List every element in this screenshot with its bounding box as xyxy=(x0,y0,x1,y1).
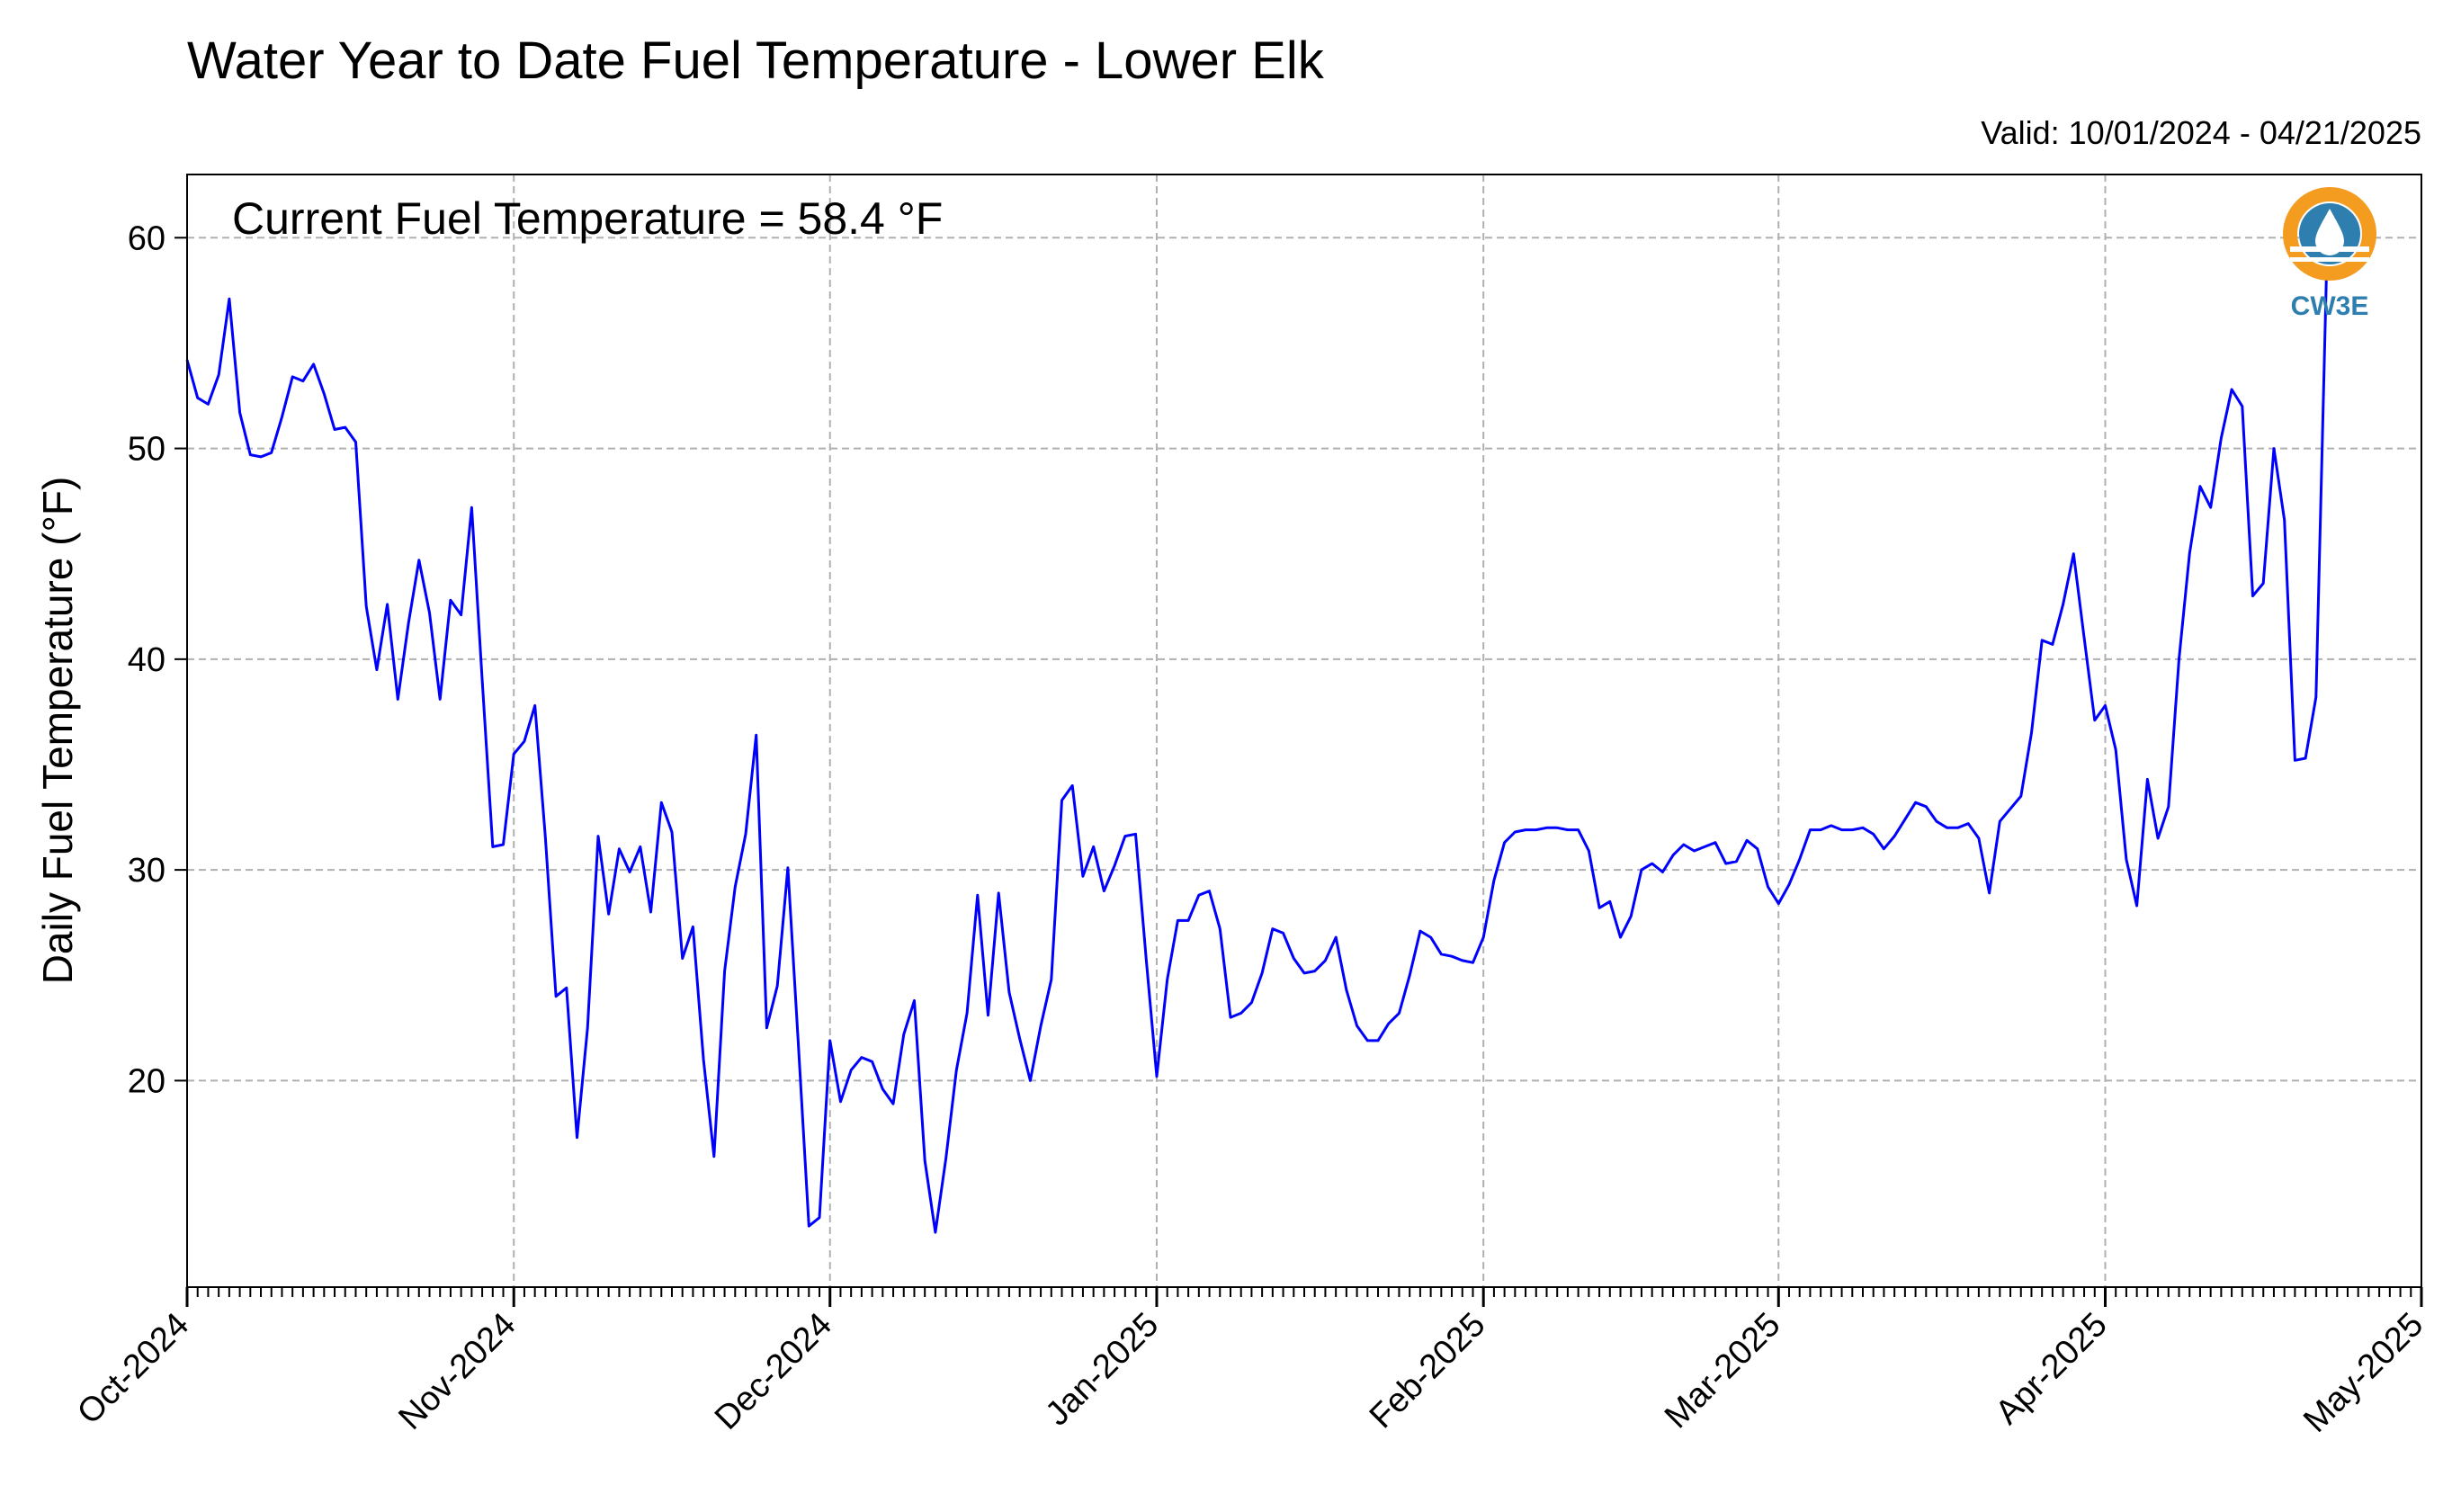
logo-ring xyxy=(2283,187,2376,281)
logo-wave-1 xyxy=(2290,246,2369,252)
y-tick-label: 40 xyxy=(128,641,166,679)
fuel-temperature-series-line xyxy=(185,271,2328,1234)
logo-wave-2 xyxy=(2290,257,2369,262)
y-axis-ticks: 20 30 40 50 60 xyxy=(128,219,187,1100)
current-fuel-temperature-annotation: Current Fuel Temperature = 58.4 °F xyxy=(232,193,943,244)
grid-lines xyxy=(187,174,2421,1287)
water-drop-icon xyxy=(2315,209,2344,255)
y-tick-label: 30 xyxy=(128,852,166,890)
y-tick-label: 50 xyxy=(128,431,166,469)
y-tick-label: 20 xyxy=(128,1062,166,1100)
chart-title: Water Year to Date Fuel Temperature - Lo… xyxy=(187,31,1325,90)
y-axis-label: Daily Fuel Temperature (°F) xyxy=(34,477,81,985)
logo-text: CW3E xyxy=(2291,291,2369,321)
y-tick-label: 60 xyxy=(128,219,166,257)
cw3e-logo: CW3E xyxy=(2283,187,2376,321)
chart-subtitle: Valid: 10/01/2024 - 04/21/2025 xyxy=(1981,114,2421,151)
plot-area-frame xyxy=(186,174,2422,1288)
